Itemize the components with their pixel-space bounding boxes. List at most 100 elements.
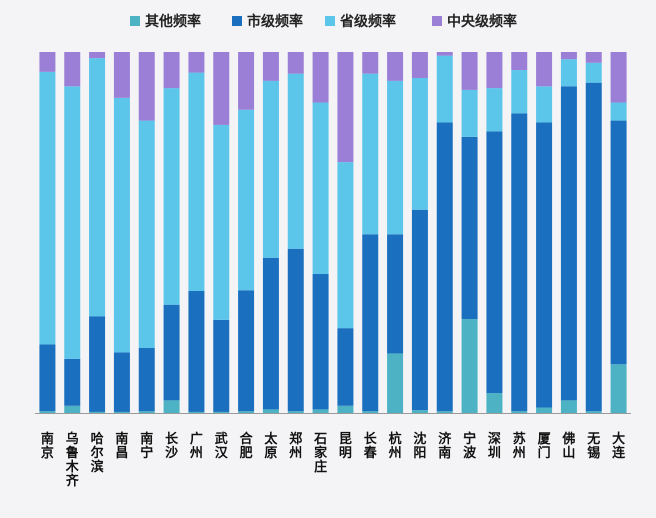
bar-segment xyxy=(610,102,627,121)
bar-segment xyxy=(411,77,428,210)
bar-segment xyxy=(610,120,627,365)
bar-segment xyxy=(287,248,304,412)
bar-segment xyxy=(138,411,155,413)
bar-segment xyxy=(362,411,379,413)
bar-segment xyxy=(486,52,503,89)
bar-segment xyxy=(461,52,478,90)
x-tick-char: 佛 xyxy=(561,431,575,447)
legend-item: 市级频率 xyxy=(232,13,303,30)
x-tick-char: 木 xyxy=(65,459,80,475)
bar-segment xyxy=(312,102,329,275)
bar-segment xyxy=(188,52,205,73)
bar-segment xyxy=(64,52,81,87)
bar-segment xyxy=(262,409,279,413)
bar-segment xyxy=(64,86,81,359)
bar-segment xyxy=(387,80,404,235)
bar-segment xyxy=(436,55,453,123)
x-tick-char: 州 xyxy=(189,446,203,461)
x-tick-char: 乌 xyxy=(66,431,79,447)
x-tick-label: 佛山 xyxy=(561,431,575,461)
x-tick-label: 合肥 xyxy=(240,431,254,461)
x-tick-char: 家 xyxy=(314,445,328,461)
x-tick-label: 长沙 xyxy=(165,431,179,461)
x-tick-char: 沙 xyxy=(165,446,178,461)
bar-segment xyxy=(436,52,453,56)
bar-segment xyxy=(238,109,255,291)
bar-segment xyxy=(536,407,553,413)
x-tick-char: 州 xyxy=(288,446,302,461)
x-tick-char: 昆 xyxy=(339,431,352,447)
x-tick-char: 山 xyxy=(562,445,575,461)
x-tick-char: 昌 xyxy=(115,446,128,461)
legend-item: 中央级频率 xyxy=(432,13,517,30)
x-tick-char: 门 xyxy=(538,445,551,461)
bar-segment xyxy=(163,400,180,413)
bar-segment xyxy=(585,62,602,83)
x-tick-label: 南昌 xyxy=(115,431,128,461)
x-tick-char: 杭 xyxy=(389,431,402,447)
bar-segment xyxy=(312,52,329,103)
x-tick-char: 郑 xyxy=(289,431,302,447)
x-tick-char: 庄 xyxy=(314,459,327,475)
legend-item: 省级频率 xyxy=(325,13,396,30)
bar-segment xyxy=(536,52,553,87)
x-tick-char: 太 xyxy=(263,431,278,447)
bar-segment xyxy=(138,52,155,121)
x-tick-char: 圳 xyxy=(488,445,501,461)
bar-segment xyxy=(411,52,428,78)
x-tick-char: 长 xyxy=(165,431,179,447)
x-tick-char: 广 xyxy=(190,431,203,447)
bar-segment xyxy=(511,70,528,114)
bar-segment xyxy=(560,86,577,401)
bar-segment xyxy=(39,344,56,412)
x-tick-char: 深 xyxy=(488,431,501,447)
bar-segment xyxy=(238,52,255,110)
x-tick-label: 沈阳 xyxy=(413,431,426,461)
plot-area xyxy=(39,52,627,413)
bar-segment xyxy=(585,411,602,413)
bar-segment xyxy=(262,80,279,258)
bar-segment xyxy=(337,328,354,406)
bar-segment xyxy=(585,82,602,412)
bar-segment xyxy=(362,234,379,412)
bar-segment xyxy=(113,411,130,413)
bar-segment xyxy=(138,120,155,349)
x-tick-char: 波 xyxy=(463,445,477,461)
x-axis: 南京乌鲁木齐哈尔滨南昌南宁长沙广州武汉合肥太原郑州石家庄昆明长春杭州沈阳济南宁波… xyxy=(35,413,631,489)
x-tick-char: 阳 xyxy=(413,446,426,461)
x-tick-char: 原 xyxy=(264,446,277,461)
bar-segment xyxy=(64,358,81,406)
bar-segment xyxy=(486,393,503,413)
x-tick-label: 无锡 xyxy=(586,432,600,461)
x-tick-label: 济南 xyxy=(438,431,452,461)
bar-segment xyxy=(163,52,180,89)
bar-segment xyxy=(39,71,56,345)
bar-segment xyxy=(213,124,230,320)
x-tick-char: 南 xyxy=(41,431,54,447)
x-tick-char: 武 xyxy=(215,431,228,447)
x-tick-char: 滨 xyxy=(91,459,104,475)
legend-label: 省级频率 xyxy=(339,13,396,30)
x-tick-label: 杭州 xyxy=(388,431,402,461)
bar-segment xyxy=(461,89,478,137)
bar-segment xyxy=(39,411,56,413)
x-tick-label: 大连 xyxy=(612,431,626,461)
bar-segment xyxy=(238,411,255,413)
bar-segment xyxy=(536,86,553,123)
bar-segment xyxy=(461,136,478,320)
bar-segment xyxy=(163,88,180,305)
x-tick-char: 京 xyxy=(41,445,54,461)
bar-segment xyxy=(511,52,528,71)
bar-segment xyxy=(486,131,503,394)
legend-swatch xyxy=(325,16,335,26)
x-tick-char: 州 xyxy=(388,446,402,461)
bar-segment xyxy=(213,411,230,413)
bar-segment xyxy=(188,72,205,291)
bar-segment xyxy=(262,52,279,81)
legend-label: 中央级频率 xyxy=(447,13,517,30)
legend-swatch xyxy=(432,16,442,26)
x-tick-label: 昆明 xyxy=(339,431,352,461)
x-tick-label: 南宁 xyxy=(140,431,153,461)
x-tick-label: 武汉 xyxy=(215,431,229,461)
